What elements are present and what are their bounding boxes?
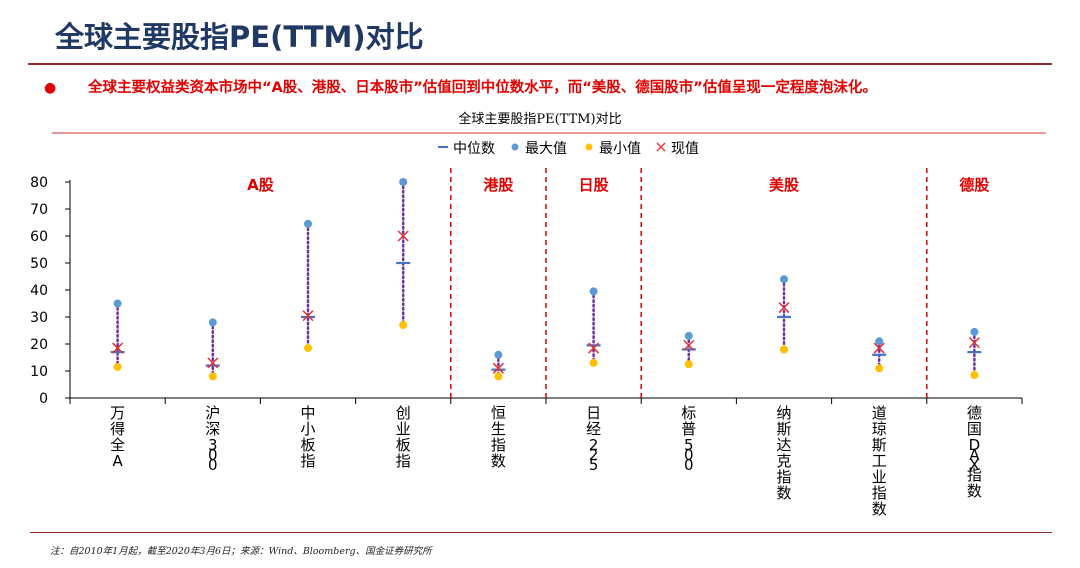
y-tick-label: 40 [30, 283, 48, 299]
y-tick-label: 20 [30, 337, 48, 353]
legend-min-marker [585, 143, 593, 151]
y-tick-label: 60 [30, 229, 48, 245]
max-point [780, 275, 788, 284]
summary-text: 全球主要权益类资本市场中“A股、港股、日本股市”估值回到中位数水平，而“美股、德… [88, 80, 877, 96]
group-label: 德股 [959, 176, 990, 194]
y-tick-label: 70 [30, 202, 48, 218]
x-tick-label: 沪深 3 0 0 [205, 404, 220, 474]
current-point [492, 362, 504, 374]
min-point [494, 372, 503, 381]
legend-label: 中位数 [453, 141, 495, 157]
current-point [397, 230, 409, 242]
min-point [684, 360, 693, 369]
legend-label: 最小值 [599, 141, 641, 157]
bullet-icon: ● [44, 80, 57, 96]
current-point [207, 357, 219, 369]
min-point [399, 321, 408, 330]
footnote: 注：自2010年1月起，截至2020年3月6日；来源：Wind、Bloomber… [50, 546, 432, 557]
max-point [113, 299, 122, 308]
current-point [683, 339, 695, 351]
max-point [875, 337, 884, 346]
min-point [780, 345, 788, 354]
x-tick-label: 中小板指 [300, 404, 315, 470]
x-tick-label: 创业板指 [396, 404, 411, 470]
current-point [112, 342, 124, 354]
max-point [494, 350, 503, 359]
max-point [970, 327, 979, 336]
y-tick-label: 10 [30, 364, 48, 380]
group-label: A股 [247, 176, 275, 194]
x-tick-label: 万得全 A [110, 404, 125, 470]
page-title: 全球主要股指PE(TTM)对比 [55, 20, 424, 54]
current-point [302, 310, 314, 322]
x-tick-label: 日经 2 2 5 [586, 404, 601, 474]
x-tick-label: 恒生指数 [491, 404, 506, 470]
max-point [399, 178, 408, 186]
y-tick-label: 80 [30, 175, 48, 191]
title-divider [28, 63, 1052, 65]
current-point [968, 337, 980, 349]
legend-max-marker [511, 143, 519, 151]
x-tick-label: 纳斯达克指数 [776, 404, 791, 502]
min-point [970, 371, 979, 380]
legend-label: 最大值 [525, 141, 567, 157]
min-point [589, 358, 598, 367]
min-point [875, 364, 884, 373]
y-tick-label: 30 [30, 310, 48, 326]
min-point [208, 372, 217, 381]
y-tick-label: 0 [39, 391, 48, 407]
current-point [778, 302, 790, 314]
x-tick-label: 标普 5 0 0 [681, 404, 696, 474]
legend-label: 现值 [671, 141, 699, 157]
group-label: 日股 [579, 176, 610, 194]
group-label: 港股 [483, 176, 514, 194]
min-point [113, 362, 122, 371]
legend-current-marker [656, 142, 666, 152]
x-tick-label: 德国 D A X 指数 [967, 404, 982, 500]
max-point [208, 318, 217, 327]
min-point [304, 344, 312, 353]
current-point [588, 342, 600, 354]
max-point [304, 219, 312, 228]
y-tick-label: 50 [30, 256, 48, 272]
footnote-divider [30, 532, 1052, 533]
x-tick-label: 道琼斯工业指数 [872, 404, 887, 518]
current-point [873, 342, 885, 354]
max-point [589, 287, 598, 296]
chart-title: 全球主要股指PE(TTM)对比 [458, 111, 621, 127]
max-point [684, 331, 693, 340]
group-label: 美股 [769, 176, 800, 194]
